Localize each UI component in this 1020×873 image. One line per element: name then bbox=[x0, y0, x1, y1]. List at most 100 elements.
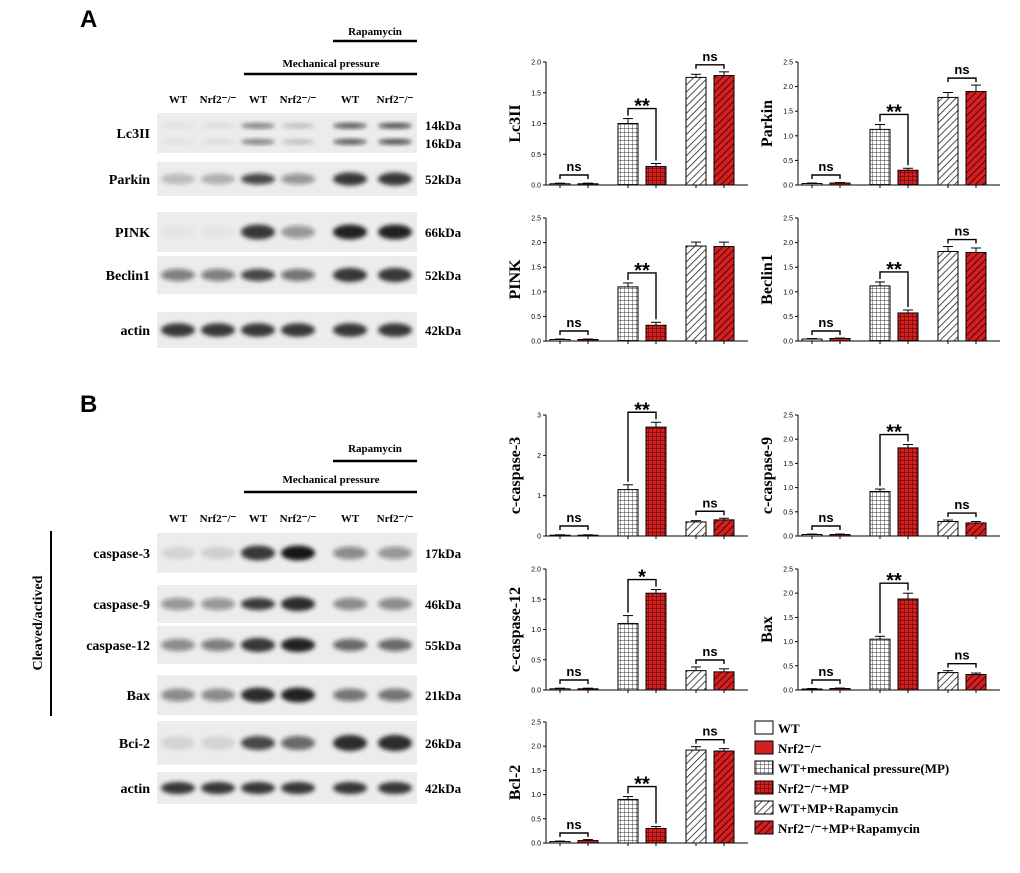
bar bbox=[937, 672, 959, 691]
y-axis-label: c-caspase-3 bbox=[507, 437, 524, 514]
kda-label: 66kDa bbox=[425, 225, 462, 240]
y-tick-label: 2 bbox=[537, 453, 541, 460]
sig-label: ns bbox=[702, 49, 717, 64]
blot-band bbox=[281, 637, 315, 653]
panel-label-a: A bbox=[80, 6, 97, 33]
lane-labels-a: WT Nrf2⁻/⁻ WT Nrf2⁻/⁻ WT Nrf2⁻/⁻ bbox=[169, 94, 414, 106]
protein-label: caspase-3 bbox=[93, 547, 150, 562]
lane-label: Nrf2⁻/⁻ bbox=[200, 94, 237, 106]
bar bbox=[965, 91, 987, 186]
legend-label: Nrf2⁻/⁻+MP bbox=[778, 781, 849, 796]
blot-band bbox=[201, 123, 235, 129]
bar bbox=[801, 338, 823, 342]
legend-label: Nrf2⁻/⁻+MP+Rapamycin bbox=[778, 821, 921, 836]
blots-a: Lc3II 14kDa 16kDa Parkin 52kDa PINK 66kDa Becli… bbox=[106, 113, 462, 348]
lane-label: WT bbox=[169, 94, 188, 106]
chart-bcl-2: 0.0 0.5 1.0 1.5 2.0 2.5 Bcl-2 ns ** ns bbox=[507, 720, 748, 848]
legend-item: Nrf2⁻/⁻+MP bbox=[754, 780, 849, 796]
bar-charts: 0.0 0.5 1.0 1.5 2.0 Lc3II ns ** ns 0.0 0.5 1.0 1.5 2.… bbox=[507, 49, 1000, 848]
blot-band bbox=[201, 268, 235, 282]
sig-label: ns bbox=[702, 495, 717, 510]
blot-band bbox=[281, 268, 315, 282]
legend-item: WT+MP+Rapamycin bbox=[754, 800, 899, 816]
blot-band bbox=[281, 323, 315, 337]
bar bbox=[869, 490, 891, 537]
sig-label: ns bbox=[702, 644, 717, 659]
legend-label: Nrf2⁻/⁻ bbox=[778, 741, 821, 756]
y-tick-label: 0.5 bbox=[783, 509, 793, 516]
blot-band bbox=[378, 546, 412, 560]
bar bbox=[549, 183, 571, 186]
blot-band bbox=[281, 735, 315, 751]
blot-band bbox=[333, 734, 367, 752]
blot-band bbox=[241, 637, 275, 653]
y-tick-label: 2.0 bbox=[531, 60, 541, 67]
bar bbox=[549, 841, 571, 844]
sig-label: ns bbox=[818, 159, 833, 174]
rapamycin-label-b: Rapamycin bbox=[348, 443, 402, 455]
blot-band bbox=[378, 123, 412, 129]
blot-band bbox=[333, 224, 367, 240]
protein-label: Beclin1 bbox=[106, 269, 150, 284]
sig-label: ** bbox=[634, 399, 650, 421]
blot-band bbox=[201, 546, 235, 560]
sig-bracket bbox=[627, 107, 657, 161]
sig-label: ** bbox=[886, 422, 902, 444]
kda-label: 55kDa bbox=[425, 638, 462, 653]
bar bbox=[801, 688, 823, 691]
sig-bracket bbox=[947, 512, 977, 518]
bar bbox=[965, 522, 987, 537]
blot-row: Bci-2 26kDa bbox=[119, 721, 462, 765]
bar bbox=[685, 749, 707, 844]
sig-bracket bbox=[627, 785, 657, 824]
legend-item: WT bbox=[754, 720, 800, 736]
y-tick-label: 0.5 bbox=[783, 314, 793, 321]
sig-label: * bbox=[638, 567, 646, 589]
blot-band bbox=[241, 173, 275, 185]
y-tick-label: 0.0 bbox=[531, 339, 541, 346]
bar bbox=[801, 183, 823, 186]
blot-band bbox=[281, 123, 315, 129]
y-tick-label: 0.5 bbox=[783, 158, 793, 165]
blot-band bbox=[201, 173, 235, 185]
protein-label: Bci-2 bbox=[119, 737, 150, 752]
blot-band bbox=[161, 226, 195, 239]
y-tick-label: 0.5 bbox=[531, 152, 541, 159]
y-tick-label: 2.0 bbox=[783, 84, 793, 91]
chart-c-caspase-9: 0.0 0.5 1.0 1.5 2.0 2.5 c-caspase-9 ns ** ns bbox=[759, 413, 1000, 541]
blot-band bbox=[201, 688, 235, 702]
legend-label: WT bbox=[778, 721, 800, 736]
blot-band bbox=[161, 638, 195, 652]
blot-band bbox=[333, 139, 367, 145]
bar bbox=[577, 183, 599, 186]
lane-label: Nrf2⁻/⁻ bbox=[280, 94, 317, 106]
legend: WT Nrf2⁻/⁻ WT+mechanical pressure(MP) Nrf2⁻… bbox=[754, 720, 949, 836]
y-tick-label: 0.5 bbox=[531, 314, 541, 321]
y-tick-label: 0.0 bbox=[783, 339, 793, 346]
legend-swatch bbox=[754, 780, 774, 795]
sig-bracket bbox=[947, 662, 977, 668]
rapamycin-label-a: Rapamycin bbox=[348, 26, 402, 38]
bar bbox=[713, 750, 735, 844]
sig-label: ns bbox=[954, 497, 969, 512]
bar bbox=[645, 166, 667, 186]
blot-band bbox=[161, 735, 195, 751]
blot-band bbox=[378, 172, 412, 186]
sig-label: ns bbox=[818, 315, 833, 330]
blot-band bbox=[201, 323, 235, 337]
y-tick-label: 0 bbox=[537, 534, 541, 541]
sig-bracket bbox=[811, 330, 841, 335]
kda-label: 21kDa bbox=[425, 688, 462, 703]
blot-band bbox=[201, 735, 235, 751]
y-tick-label: 2.5 bbox=[783, 567, 793, 574]
blot-band bbox=[281, 173, 315, 185]
kda-label: 16kDa bbox=[425, 136, 462, 151]
blot-band bbox=[241, 139, 275, 145]
cleaved-side-label: Cleaved/actived bbox=[31, 575, 46, 670]
blot-band bbox=[378, 224, 412, 240]
y-tick-label: 1.0 bbox=[531, 289, 541, 296]
sig-bracket bbox=[879, 582, 909, 634]
y-tick-label: 0.5 bbox=[783, 663, 793, 670]
sig-bracket bbox=[695, 64, 725, 69]
y-tick-label: 1.5 bbox=[531, 768, 541, 775]
